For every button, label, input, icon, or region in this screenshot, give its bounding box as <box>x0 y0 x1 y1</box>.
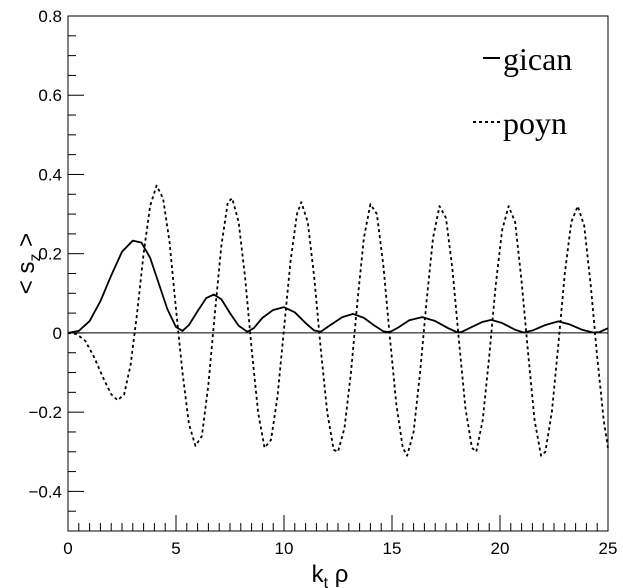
y-axis-label-close: > <box>13 233 40 254</box>
x-tick-label: 20 <box>491 539 510 558</box>
x-tick-labels: 0 5 10 15 20 25 <box>63 539 617 558</box>
y-axis-label-open: < s <box>13 262 40 295</box>
y-tick-label: 0.6 <box>38 86 62 105</box>
x-tick-label: 15 <box>383 539 402 558</box>
axis-ticks <box>67 15 609 532</box>
series-line-gican <box>67 239 609 334</box>
x-axis-label-tail: ρ <box>328 561 348 588</box>
legend-label-gican: gican <box>503 41 572 77</box>
y-tick-label: 0.8 <box>38 7 62 26</box>
x-tick-label: 25 <box>599 539 618 558</box>
x-tick-label: 0 <box>63 539 72 558</box>
x-axis-label-sub: t <box>324 575 329 588</box>
x-axis-label-main: k <box>312 561 325 588</box>
series-layer <box>67 184 609 457</box>
x-tick-label: 10 <box>275 539 294 558</box>
y-tick-label: 0.4 <box>38 165 62 184</box>
plot-area <box>67 15 609 532</box>
x-tick-label: 5 <box>171 539 180 558</box>
y-axis-label-sub: z <box>27 254 44 262</box>
legend: gican poyn <box>473 41 572 141</box>
legend-label-poyn: poyn <box>503 105 567 141</box>
y-tick-labels: −0.4 −0.2 0 0.2 0.4 0.6 0.8 <box>28 7 62 501</box>
y-tick-label: −0.4 <box>28 482 62 501</box>
x-axis-label: kt ρ <box>312 561 349 588</box>
y-tick-label: −0.2 <box>28 403 62 422</box>
series-line-poyn <box>67 184 609 457</box>
y-tick-label: 0 <box>53 324 62 343</box>
y-axis-label: < sz > <box>13 233 44 294</box>
y-tick-label: 0.2 <box>38 245 62 264</box>
